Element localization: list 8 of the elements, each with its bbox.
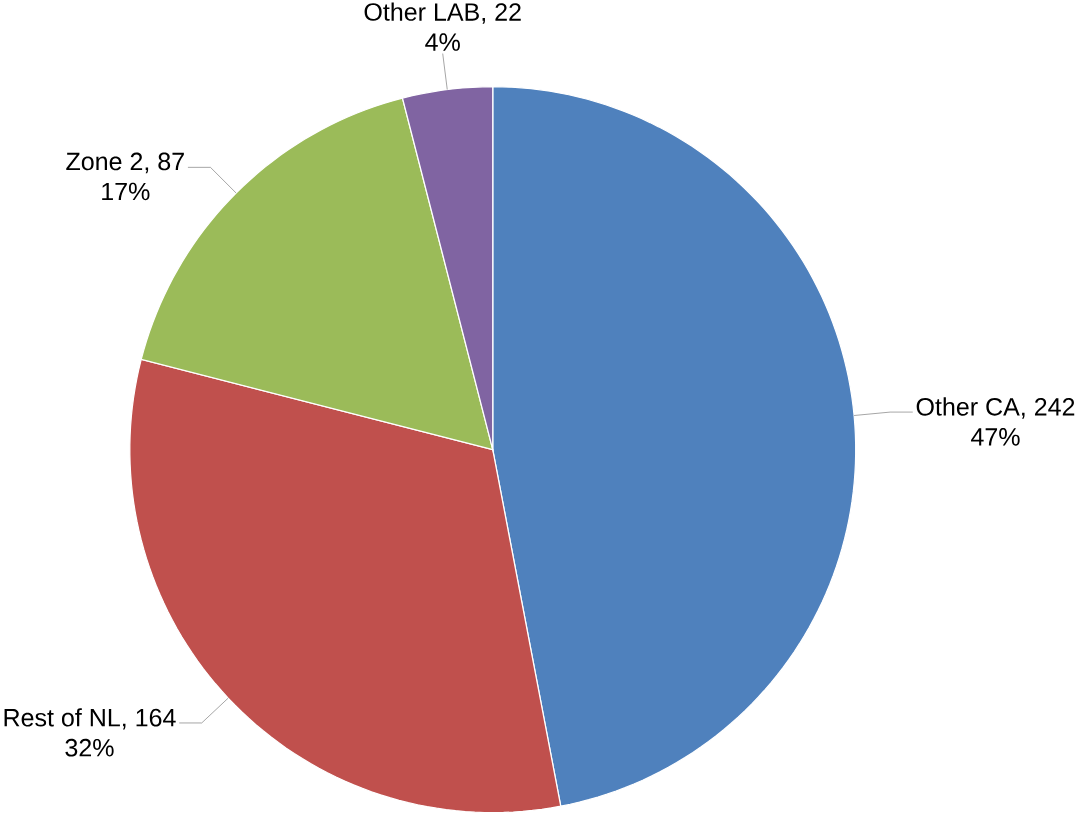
slice-label: Other CA, 242 (916, 397, 1075, 419)
data-label: 17% (102, 182, 150, 201)
slice-label: Rest of NL, 164 (4, 708, 176, 730)
slice-label: Other LAB, 22 (364, 2, 521, 24)
slice-label: Zone 2, 87 (66, 152, 184, 174)
data-label: 32% (65, 738, 114, 757)
data-label: 4% (425, 33, 460, 51)
data-label: 47% (971, 428, 1020, 446)
